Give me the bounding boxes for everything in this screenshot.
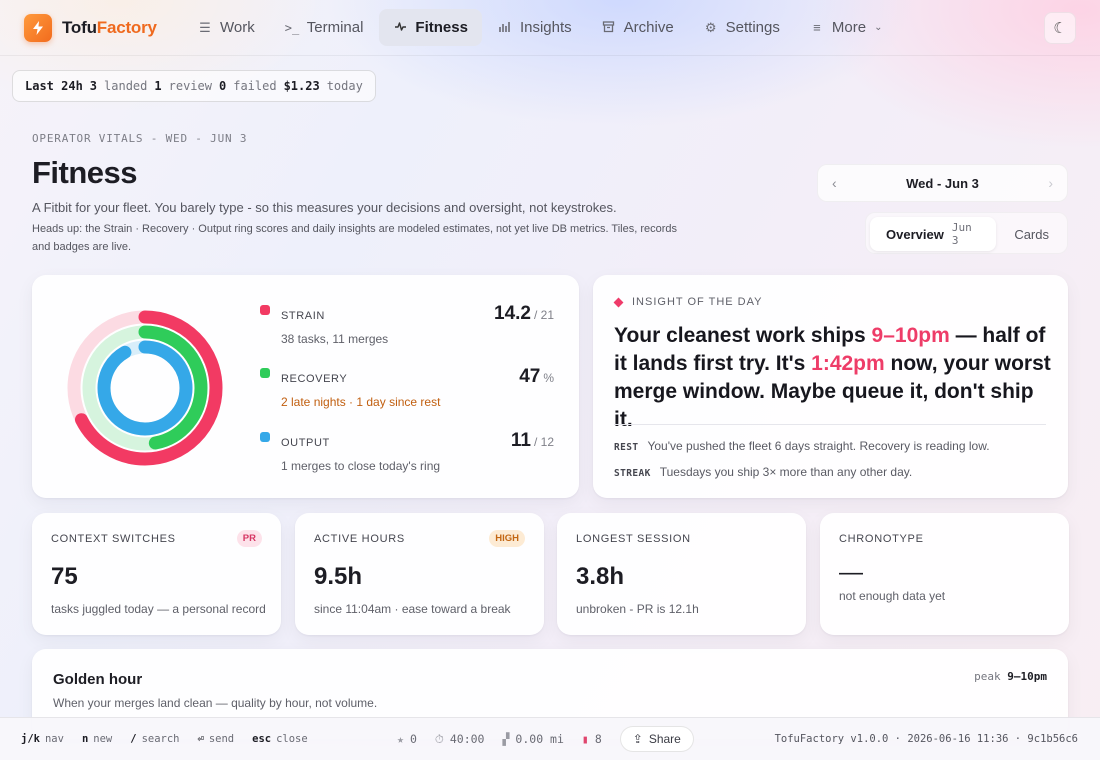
timer-icon: ⏱ — [434, 731, 444, 746]
pulse-icon — [393, 20, 407, 36]
active-hours-tile[interactable]: ACTIVE HOURS HIGH 9.5h since 11:04am · e… — [295, 513, 544, 635]
record-badge: PR — [236, 530, 262, 547]
top-nav: TofuFactory ☰ Work >_ Terminal Fitness I… — [0, 0, 1100, 56]
moon-icon: ☾ — [1053, 20, 1067, 37]
card-icon: ▮ — [581, 732, 589, 746]
tab-fitness[interactable]: Fitness — [379, 9, 482, 46]
insight-heading: INSIGHT OF THE DAY — [632, 296, 763, 308]
insight-text: Your cleanest work ships 9–10pm — half o… — [614, 324, 1051, 431]
tab-more[interactable]: ≡ More ⌄ — [796, 9, 897, 46]
menu-icon: ≡ — [813, 20, 821, 35]
output-metric: OUTPUT 1 merges to close today's ring 11… — [260, 430, 554, 480]
recovery-metric: RECOVERY 2 late nights · 1 day since res… — [260, 366, 554, 416]
star-icon: ★ — [397, 732, 404, 746]
activity-summary-pill[interactable]: Last 24h 3 landed 1 review 0 failed $1.23 to… — [12, 70, 376, 102]
rest-note: REST You've pushed the fleet 6 days strai… — [614, 439, 990, 453]
terminal-icon: >_ — [284, 20, 300, 35]
tab-work[interactable]: ☰ Work — [199, 19, 255, 36]
current-date: Wed - Jun 3 — [906, 175, 979, 191]
view-toggle: Overview Jun 3 Cards — [865, 212, 1068, 254]
divider — [614, 424, 1046, 425]
shortcut-send: ⏎ send — [197, 733, 235, 745]
app-logo[interactable]: TofuFactory — [24, 14, 157, 42]
shortcut-nav: j/k nav — [21, 733, 64, 745]
output-ring — [97, 340, 193, 436]
page-title: Fitness — [32, 155, 138, 190]
chevron-down-icon: ⌄ — [874, 22, 883, 33]
page-subtitle: A Fitbit for your fleet. You barely type… — [32, 200, 617, 215]
shortcut-close: esc close — [252, 733, 308, 745]
recovery-dot — [260, 368, 270, 378]
footer-stats: ★ 0 ⏱ 40:00 ▞ 0.00 mi ▮ 8 ⇪ Share — [397, 726, 694, 752]
chronotype-tile[interactable]: CHRONOTYPE — not enough data yet — [820, 513, 1069, 635]
streak-note: STREAK Tuesdays you ship 3× more than any… — [614, 465, 913, 479]
status-bar: j/k nav n new / search ⏎ send esc close ★ 0 ⏱ 4… — [0, 717, 1100, 760]
longest-session-tile[interactable]: LONGEST SESSION 3.8h unbroken - PR is 12… — [557, 513, 806, 635]
activity-rings — [67, 310, 223, 466]
context-switches-tile[interactable]: CONTEXT SWITCHES PR 75 tasks juggled tod… — [32, 513, 281, 635]
strain-dot — [260, 305, 270, 315]
keyboard-shortcuts: j/k nav n new / search ⏎ send esc close — [21, 733, 308, 745]
page-disclaimer: Heads up: the Strain · Recovery · Output… — [32, 223, 677, 253]
timer-stat: ⏱ 40:00 — [434, 731, 485, 747]
archive-icon — [602, 20, 616, 36]
theme-toggle-button[interactable]: ☾ — [1044, 12, 1076, 44]
app-name: TofuFactory — [62, 18, 157, 37]
shortcut-new: n new — [81, 733, 113, 745]
tab-insights[interactable]: Insights — [484, 9, 586, 46]
share-icon: ⇪ — [632, 732, 643, 746]
high-badge: HIGH — [489, 530, 525, 547]
diamond-icon — [613, 297, 624, 307]
bar-chart-icon — [498, 20, 512, 36]
output-value: 11 — [510, 430, 531, 451]
next-day-button[interactable]: › — [1048, 175, 1053, 191]
tab-cards[interactable]: Cards — [1014, 226, 1049, 242]
tab-settings[interactable]: ⚙ Settings — [704, 19, 780, 36]
tab-overview[interactable]: Overview Jun 3 — [870, 217, 997, 251]
nav-tabs: ☰ Work >_ Terminal Fitness Insights Arch… — [184, 9, 896, 46]
ruler-icon: ▞ — [502, 732, 510, 746]
cards-stat: ▮ 8 — [581, 732, 602, 746]
share-button[interactable]: ⇪ Share — [619, 726, 694, 752]
list-icon: ☰ — [199, 19, 211, 35]
tab-terminal[interactable]: >_ Terminal — [284, 19, 364, 36]
recovery-value: 47 — [519, 366, 541, 387]
recovery-ring — [82, 325, 208, 451]
output-dot — [260, 432, 270, 442]
distance-stat: ▞ 0.00 mi — [502, 732, 564, 746]
strain-value: 14.2 — [494, 303, 531, 324]
peak-window: peak 9–10pm — [974, 670, 1047, 683]
golden-hour-subtitle: When your merges land clean — quality by… — [53, 696, 378, 710]
golden-hour-title: Golden hour — [53, 671, 143, 688]
bolt-icon — [24, 14, 52, 42]
gear-icon: ⚙ — [704, 19, 717, 35]
tab-archive[interactable]: Archive — [588, 9, 688, 46]
activity-rings-card: STRAIN 38 tasks, 11 merges 14.2/ 21 RECO… — [32, 275, 579, 498]
version-info: TofuFactory v1.0.0 · 2026-06-16 11:36 · … — [774, 733, 1078, 745]
page-eyebrow: OPERATOR VITALS - WED - JUN 3 — [32, 132, 248, 145]
stars-stat: ★ 0 — [397, 732, 417, 746]
strain-metric: STRAIN 38 tasks, 11 merges 14.2/ 21 — [260, 303, 554, 353]
insight-card: INSIGHT OF THE DAY Your cleanest work sh… — [593, 275, 1068, 498]
strain-ring — [67, 310, 223, 466]
prev-day-button[interactable]: ‹ — [832, 175, 837, 191]
shortcut-search: / search — [130, 733, 180, 745]
date-navigator: ‹ Wed - Jun 3 › — [817, 164, 1068, 202]
